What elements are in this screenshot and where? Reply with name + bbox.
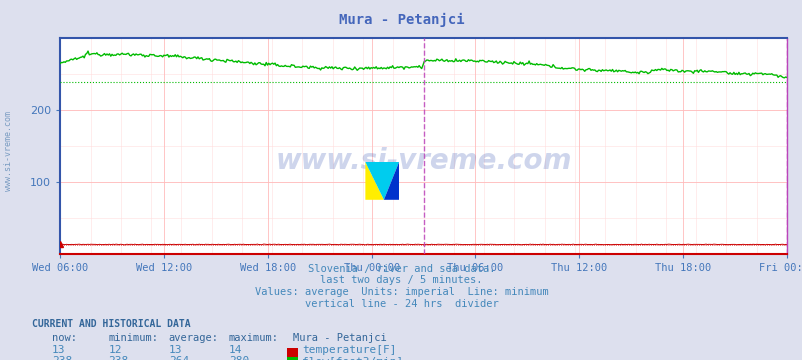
Text: 13: 13 [168, 345, 182, 355]
Text: vertical line - 24 hrs  divider: vertical line - 24 hrs divider [304, 299, 498, 309]
Text: 238: 238 [108, 356, 128, 360]
Text: Mura - Petanjci: Mura - Petanjci [293, 333, 387, 343]
Text: 13: 13 [52, 345, 66, 355]
Polygon shape [365, 162, 383, 200]
Text: now:: now: [52, 333, 77, 343]
Text: 264: 264 [168, 356, 188, 360]
Text: 14: 14 [229, 345, 242, 355]
Text: Mura - Petanjci: Mura - Petanjci [338, 13, 464, 27]
Text: 12: 12 [108, 345, 122, 355]
Text: average:: average: [168, 333, 218, 343]
Text: temperature[F]: temperature[F] [302, 345, 396, 355]
Text: last two days / 5 minutes.: last two days / 5 minutes. [320, 275, 482, 285]
Text: Slovenia / river and sea data.: Slovenia / river and sea data. [307, 264, 495, 274]
Text: www.si-vreme.com: www.si-vreme.com [3, 111, 13, 191]
Text: maximum:: maximum: [229, 333, 278, 343]
Polygon shape [365, 162, 399, 200]
Text: 238: 238 [52, 356, 72, 360]
Text: CURRENT AND HISTORICAL DATA: CURRENT AND HISTORICAL DATA [32, 319, 191, 329]
Text: Values: average  Units: imperial  Line: minimum: Values: average Units: imperial Line: mi… [254, 287, 548, 297]
Text: minimum:: minimum: [108, 333, 158, 343]
Polygon shape [383, 162, 399, 200]
Text: flow[foot3/min]: flow[foot3/min] [302, 356, 403, 360]
Text: www.si-vreme.com: www.si-vreme.com [275, 147, 571, 175]
Text: 280: 280 [229, 356, 249, 360]
